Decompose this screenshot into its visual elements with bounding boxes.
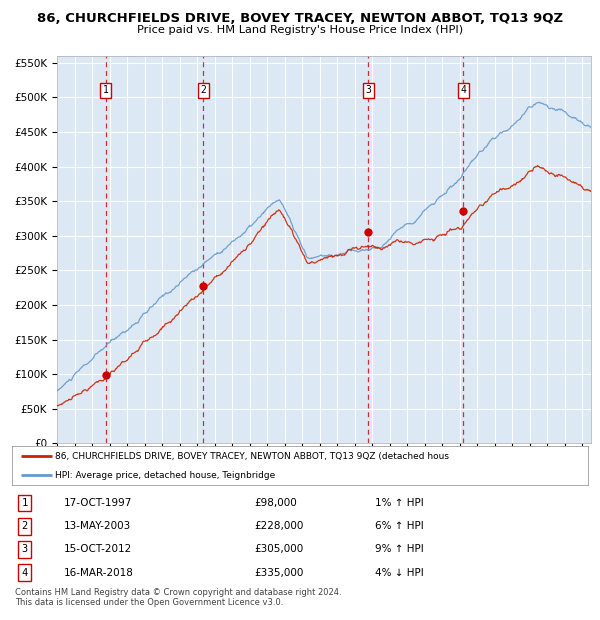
Text: 3: 3 [22, 544, 28, 554]
Text: 86, CHURCHFIELDS DRIVE, BOVEY TRACEY, NEWTON ABBOT, TQ13 9QZ (detached hous: 86, CHURCHFIELDS DRIVE, BOVEY TRACEY, NE… [55, 451, 449, 461]
Text: HPI: Average price, detached house, Teignbridge: HPI: Average price, detached house, Teig… [55, 471, 275, 480]
Text: 1% ↑ HPI: 1% ↑ HPI [375, 498, 424, 508]
Text: 4: 4 [460, 86, 466, 95]
Text: 15-OCT-2012: 15-OCT-2012 [64, 544, 132, 554]
Text: 2: 2 [22, 521, 28, 531]
Text: 13-MAY-2003: 13-MAY-2003 [64, 521, 131, 531]
Text: Contains HM Land Registry data © Crown copyright and database right 2024.
This d: Contains HM Land Registry data © Crown c… [15, 588, 341, 607]
Text: £305,000: £305,000 [254, 544, 303, 554]
Text: 9% ↑ HPI: 9% ↑ HPI [375, 544, 424, 554]
Text: 86, CHURCHFIELDS DRIVE, BOVEY TRACEY, NEWTON ABBOT, TQ13 9QZ: 86, CHURCHFIELDS DRIVE, BOVEY TRACEY, NE… [37, 12, 563, 25]
Text: 4: 4 [22, 567, 28, 577]
Text: 6% ↑ HPI: 6% ↑ HPI [375, 521, 424, 531]
Text: 1: 1 [22, 498, 28, 508]
Text: £98,000: £98,000 [254, 498, 296, 508]
Text: 3: 3 [365, 86, 371, 95]
Text: £228,000: £228,000 [254, 521, 303, 531]
Text: 1: 1 [103, 86, 109, 95]
Text: 16-MAR-2018: 16-MAR-2018 [64, 567, 134, 577]
Text: 17-OCT-1997: 17-OCT-1997 [64, 498, 132, 508]
Text: £335,000: £335,000 [254, 567, 303, 577]
Text: Price paid vs. HM Land Registry's House Price Index (HPI): Price paid vs. HM Land Registry's House … [137, 25, 463, 35]
Text: 2: 2 [200, 86, 206, 95]
Text: 4% ↓ HPI: 4% ↓ HPI [375, 567, 424, 577]
